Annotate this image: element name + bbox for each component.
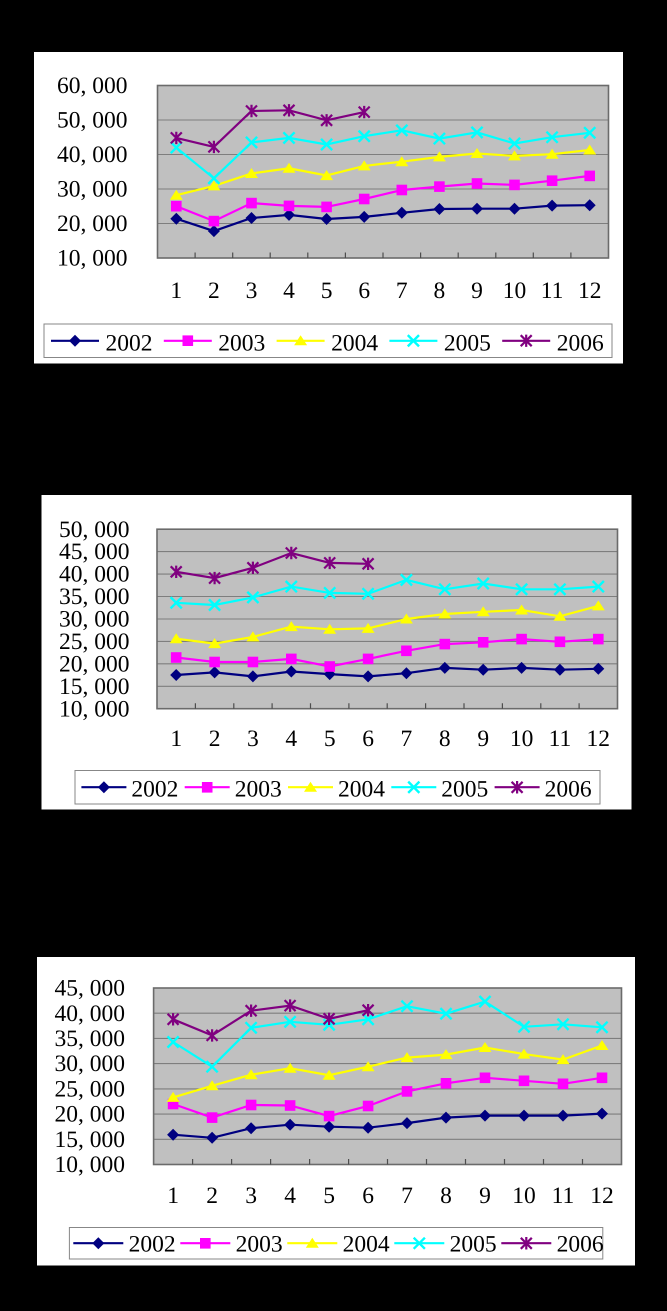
svg-text:10, 000: 10, 000 bbox=[59, 696, 130, 722]
svg-text:2004: 2004 bbox=[338, 777, 385, 803]
svg-text:12: 12 bbox=[590, 1183, 614, 1209]
svg-text:7: 7 bbox=[401, 1183, 413, 1209]
svg-text:3: 3 bbox=[247, 726, 259, 752]
svg-text:7: 7 bbox=[401, 726, 413, 752]
svg-text:2006: 2006 bbox=[545, 777, 592, 803]
svg-text:30, 000: 30, 000 bbox=[55, 1051, 126, 1077]
svg-text:30, 000: 30, 000 bbox=[59, 607, 130, 633]
svg-text:10: 10 bbox=[503, 278, 527, 304]
svg-text:6: 6 bbox=[362, 1183, 374, 1209]
svg-text:5: 5 bbox=[323, 1183, 335, 1209]
svg-text:4: 4 bbox=[284, 1183, 296, 1209]
svg-text:1: 1 bbox=[170, 726, 182, 752]
svg-text:2006: 2006 bbox=[557, 331, 604, 357]
svg-text:10: 10 bbox=[512, 1183, 536, 1209]
svg-text:2005: 2005 bbox=[444, 331, 491, 357]
svg-text:8: 8 bbox=[440, 1183, 452, 1209]
svg-text:5: 5 bbox=[321, 278, 333, 304]
svg-text:2004: 2004 bbox=[343, 1232, 390, 1258]
svg-text:6: 6 bbox=[362, 726, 374, 752]
svg-text:2002: 2002 bbox=[106, 331, 153, 357]
svg-text:3: 3 bbox=[246, 278, 258, 304]
svg-text:2006: 2006 bbox=[557, 1232, 604, 1258]
svg-text:2002: 2002 bbox=[131, 777, 178, 803]
svg-text:11: 11 bbox=[541, 278, 564, 304]
svg-text:2002: 2002 bbox=[129, 1232, 176, 1258]
svg-text:2003: 2003 bbox=[235, 777, 282, 803]
svg-text:45, 000: 45, 000 bbox=[55, 976, 126, 1002]
svg-text:30, 000: 30, 000 bbox=[57, 177, 128, 203]
svg-text:2: 2 bbox=[209, 726, 221, 752]
svg-text:25, 000: 25, 000 bbox=[55, 1077, 126, 1103]
svg-text:4: 4 bbox=[285, 726, 297, 752]
svg-text:20, 000: 20, 000 bbox=[57, 211, 128, 237]
svg-text:20, 000: 20, 000 bbox=[59, 651, 130, 677]
svg-text:1: 1 bbox=[170, 278, 182, 304]
svg-text:50, 000: 50, 000 bbox=[59, 517, 130, 543]
svg-text:40, 000: 40, 000 bbox=[55, 1001, 126, 1027]
svg-text:12: 12 bbox=[587, 726, 611, 752]
svg-text:60, 000: 60, 000 bbox=[57, 73, 128, 99]
svg-text:2: 2 bbox=[206, 1183, 218, 1209]
svg-text:15, 000: 15, 000 bbox=[55, 1127, 126, 1153]
svg-text:45, 000: 45, 000 bbox=[59, 539, 130, 565]
svg-text:2004: 2004 bbox=[331, 331, 378, 357]
svg-text:8: 8 bbox=[434, 278, 446, 304]
svg-text:11: 11 bbox=[549, 726, 572, 752]
svg-text:2005: 2005 bbox=[450, 1232, 497, 1258]
svg-text:10, 000: 10, 000 bbox=[57, 246, 128, 272]
svg-text:50, 000: 50, 000 bbox=[57, 108, 128, 134]
svg-text:11: 11 bbox=[552, 1183, 575, 1209]
svg-text:9: 9 bbox=[471, 278, 483, 304]
svg-text:8: 8 bbox=[439, 726, 451, 752]
svg-text:2003: 2003 bbox=[218, 331, 265, 357]
svg-text:2005: 2005 bbox=[441, 777, 488, 803]
svg-text:2: 2 bbox=[208, 278, 220, 304]
svg-text:40, 000: 40, 000 bbox=[57, 142, 128, 168]
svg-text:10: 10 bbox=[510, 726, 534, 752]
svg-text:12: 12 bbox=[578, 278, 602, 304]
svg-text:35, 000: 35, 000 bbox=[59, 584, 130, 610]
svg-text:2003: 2003 bbox=[236, 1232, 283, 1258]
svg-text:10, 000: 10, 000 bbox=[55, 1152, 126, 1178]
svg-text:40, 000: 40, 000 bbox=[59, 562, 130, 588]
svg-text:20, 000: 20, 000 bbox=[55, 1102, 126, 1128]
svg-text:3: 3 bbox=[245, 1183, 257, 1209]
svg-text:15, 000: 15, 000 bbox=[59, 674, 130, 700]
svg-text:1: 1 bbox=[167, 1183, 179, 1209]
svg-text:7: 7 bbox=[396, 278, 408, 304]
svg-text:9: 9 bbox=[477, 726, 489, 752]
svg-text:5: 5 bbox=[324, 726, 336, 752]
svg-text:25, 000: 25, 000 bbox=[59, 629, 130, 655]
svg-text:4: 4 bbox=[283, 278, 295, 304]
svg-text:6: 6 bbox=[358, 278, 370, 304]
svg-text:9: 9 bbox=[479, 1183, 491, 1209]
svg-text:35, 000: 35, 000 bbox=[55, 1026, 126, 1052]
